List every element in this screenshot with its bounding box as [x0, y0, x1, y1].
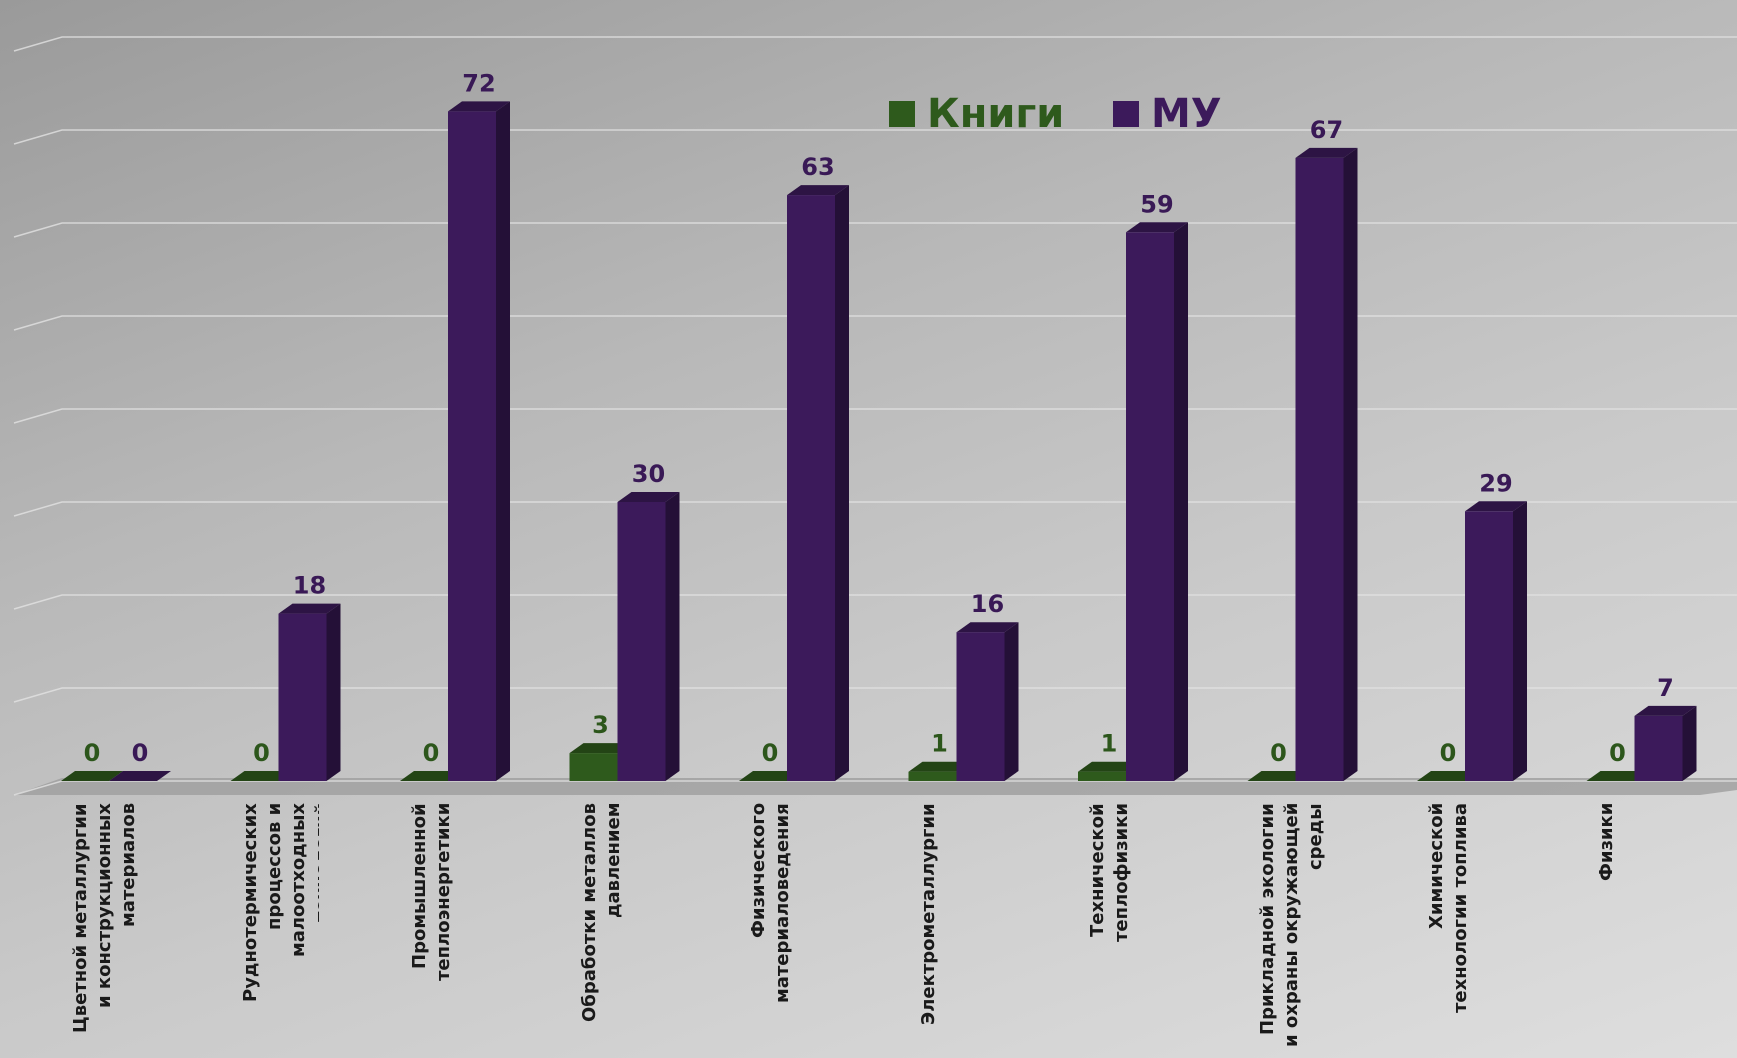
- x-tick-label: Электрометаллургии: [917, 803, 997, 1048]
- value-label: 1: [931, 730, 948, 758]
- bar: [1296, 158, 1344, 781]
- value-label: 0: [1609, 739, 1626, 767]
- bar: [1078, 772, 1126, 781]
- value-label: 0: [1440, 739, 1457, 767]
- bar: [787, 195, 835, 781]
- bar-side: [1683, 706, 1697, 781]
- x-tick-label: Обработки металлов давлением: [578, 803, 658, 1048]
- bar-side: [1513, 501, 1527, 781]
- bar: [909, 772, 957, 781]
- bar: [279, 614, 327, 781]
- value-label: 29: [1479, 469, 1512, 497]
- bar-side: [1005, 622, 1019, 781]
- x-tick-label: Прикладной экологии и охраны окружающей …: [1256, 803, 1336, 1048]
- value-label: 72: [462, 69, 495, 97]
- bar: [618, 502, 666, 781]
- x-tick-label: Химической технологии топлива: [1425, 803, 1505, 1048]
- value-label: 0: [84, 739, 101, 767]
- bar: [570, 753, 618, 781]
- legend-label: МУ: [1151, 91, 1222, 137]
- bar-side: [327, 604, 341, 781]
- x-tick-label: Физического материаловедения: [747, 803, 827, 1048]
- grid-line: [14, 37, 1737, 51]
- grid-line: [14, 223, 1737, 237]
- x-tick-label: Промышленной теплоэнергетики: [408, 803, 488, 1048]
- value-label: 30: [632, 460, 665, 488]
- value-label: 7: [1657, 674, 1674, 702]
- bar: [1465, 511, 1513, 781]
- bar-side: [666, 492, 680, 781]
- bar-side: [835, 185, 849, 781]
- value-label: 59: [1140, 190, 1173, 218]
- grid-line: [14, 130, 1737, 144]
- bar: [448, 111, 496, 781]
- bar-side: [1174, 222, 1188, 781]
- x-tick-label: Цветной металлургии и конструкционных ма…: [69, 803, 149, 1048]
- x-tick-label: Технической теплофизики: [1086, 803, 1166, 1048]
- bar: [1126, 232, 1174, 781]
- bar: [1635, 716, 1683, 781]
- grid-line: [14, 409, 1737, 423]
- value-label: 16: [971, 590, 1004, 618]
- legend-swatch: [889, 101, 915, 127]
- value-label: 67: [1310, 116, 1343, 144]
- legend-label: Книги: [927, 91, 1064, 137]
- value-label: 3: [592, 711, 609, 739]
- grid-line: [14, 316, 1737, 330]
- value-label: 1: [1101, 730, 1118, 758]
- value-label: 0: [423, 739, 440, 767]
- value-label: 0: [1270, 739, 1287, 767]
- bar-side: [1344, 148, 1358, 781]
- value-label: 0: [132, 739, 149, 767]
- page: 0 0 0 18 0 72 3 30 0 63 1 16 1 59 0 67 0 29 0 7 Книги МУ Цвет…: [0, 0, 1737, 1058]
- value-label: 63: [801, 153, 834, 181]
- legend-swatch: [1113, 101, 1139, 127]
- bar-side: [496, 101, 510, 781]
- value-label: 0: [253, 739, 270, 767]
- value-label: 0: [762, 739, 779, 767]
- bar: [957, 632, 1005, 781]
- value-label: 18: [293, 572, 326, 600]
- x-tick-label: Руднотермических процессов и малоотходны…: [239, 803, 319, 1048]
- x-tick-label: Физики: [1595, 803, 1675, 1048]
